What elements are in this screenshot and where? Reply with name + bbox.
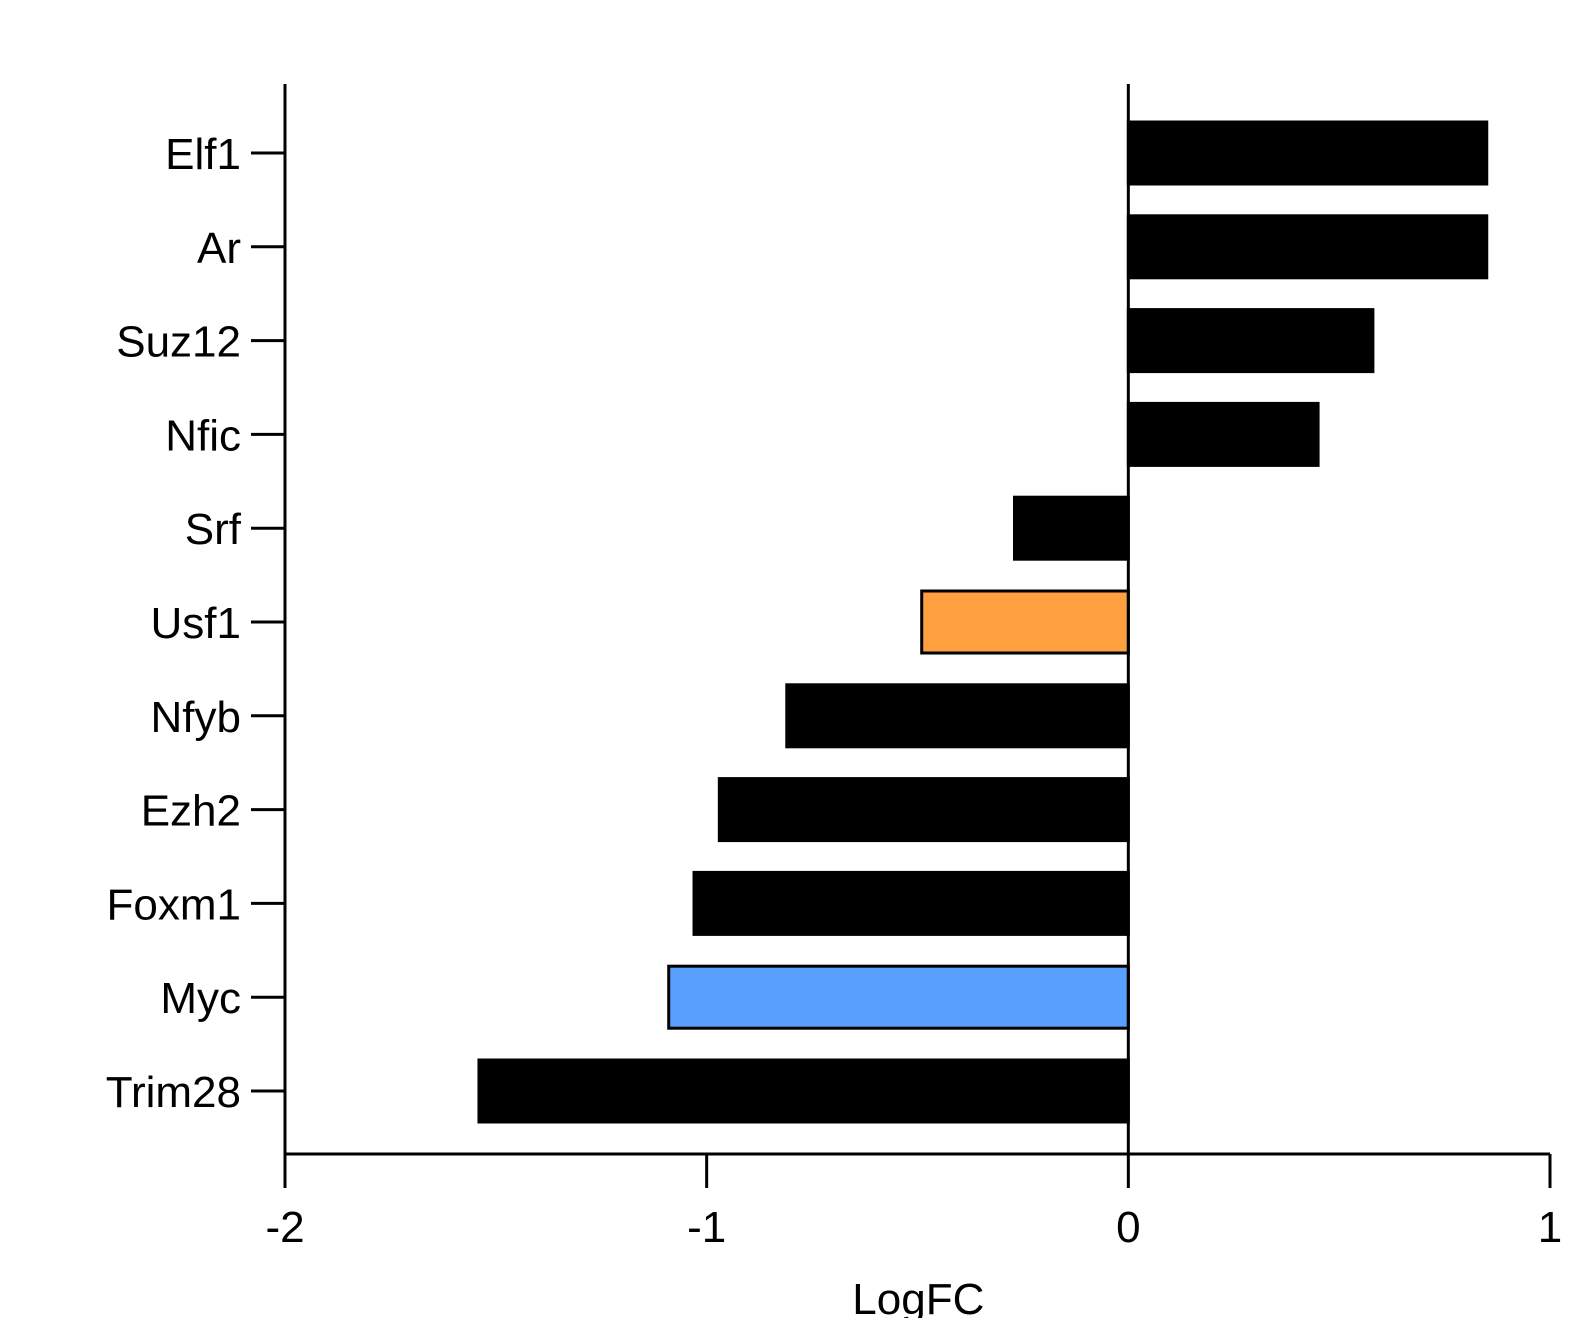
y-tick-label-trim28: Trim28 xyxy=(106,1068,241,1117)
bar-nfyb xyxy=(785,683,1130,749)
y-tick-label-srf: Srf xyxy=(185,505,242,554)
y-tick-label-suz12: Suz12 xyxy=(116,318,241,367)
y-tick-label-myc: Myc xyxy=(160,974,241,1023)
bar-myc xyxy=(667,964,1130,1030)
bar-elf1 xyxy=(1126,120,1489,186)
ticks: Elf1 Ar Suz12 Nfic Srf Usf1 Nfyb Ezh2 Foxm1 Myc Tr… xyxy=(106,130,1563,1252)
x-axis-title: LogFC xyxy=(852,1275,984,1318)
x-tick-label-2: 0 xyxy=(1116,1203,1140,1252)
y-tick-label-foxm1: Foxm1 xyxy=(107,880,241,929)
bar-suz12 xyxy=(1126,308,1375,374)
axes xyxy=(283,84,1550,1156)
bar-srf xyxy=(1012,495,1130,561)
y-tick-label-ezh2: Ezh2 xyxy=(141,787,241,836)
x-tick-label-0: -2 xyxy=(265,1203,304,1252)
x-tick-label-1: -1 xyxy=(687,1203,726,1252)
bar-trim28 xyxy=(477,1058,1130,1124)
bar-foxm1 xyxy=(692,870,1130,936)
y-tick-label-nfyb: Nfyb xyxy=(151,693,241,742)
y-tick-label-nfic: Nfic xyxy=(165,411,241,460)
bar-usf1 xyxy=(920,589,1130,655)
x-tick-label-3: 1 xyxy=(1538,1203,1562,1252)
bar-ezh2 xyxy=(717,777,1130,843)
y-tick-label-ar: Ar xyxy=(197,224,241,273)
bars xyxy=(477,120,1489,1124)
bar-ar xyxy=(1126,214,1489,280)
bar-nfic xyxy=(1126,401,1320,467)
y-tick-label-usf1: Usf1 xyxy=(151,599,241,648)
y-tick-label-elf1: Elf1 xyxy=(165,130,241,179)
